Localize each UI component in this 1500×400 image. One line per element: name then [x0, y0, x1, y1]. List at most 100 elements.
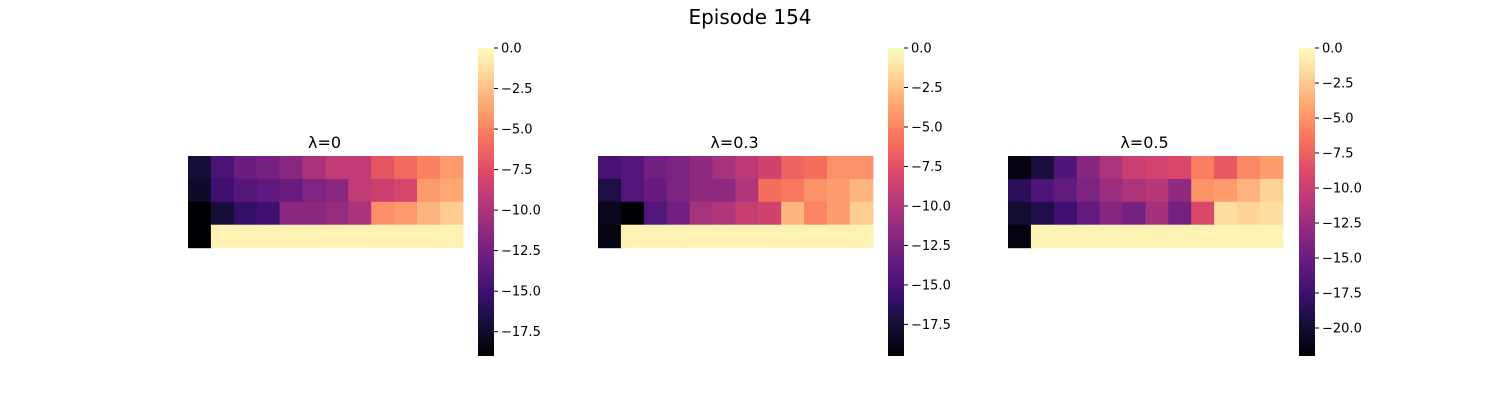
heatmap-cell — [210, 178, 235, 203]
heatmap-cell — [302, 156, 326, 180]
heatmap-cell — [1145, 156, 1169, 180]
colorbar-tick-label: −20.0 — [1322, 322, 1362, 337]
heatmap-cell — [1214, 201, 1238, 226]
heatmap-cells — [1008, 156, 1284, 249]
heatmap-cell — [689, 201, 714, 226]
colorbar-tick-label: −12.5 — [911, 239, 951, 254]
colorbar-gradient — [478, 48, 494, 356]
heatmap-cell — [598, 201, 622, 226]
heatmap-cell — [1214, 224, 1238, 249]
figure-title: Episode 154 — [688, 5, 811, 29]
heatmap-cell — [1214, 178, 1238, 203]
heatmap-cell — [1145, 201, 1169, 226]
heatmap-cell — [758, 201, 782, 226]
heatmap-cell — [188, 156, 212, 180]
heatmap-panel-lambda-0-5: λ=0.5 0.0 −2.5 −5.0 −7.5 −10.0 −12.5 −15.0 −17.… — [1008, 42, 1362, 356]
heatmap-cell — [804, 156, 828, 180]
colorbar-tick-label: −12.5 — [501, 244, 541, 259]
heatmap-panel-lambda-0: λ=0 0.0 −2.5 −5.0 −7.5 −10.0 −12.5 −15.0 −17.5 — [188, 42, 541, 356]
heatmap-cell — [804, 201, 828, 226]
heatmap-cell — [279, 156, 304, 180]
heatmap-cell — [439, 201, 464, 226]
heatmap-cell — [1168, 224, 1192, 249]
heatmap-cell — [1259, 178, 1284, 203]
heatmap-cell — [827, 178, 851, 203]
heatmap-cell — [279, 201, 304, 226]
colorbar-tick-label: −7.5 — [501, 163, 533, 178]
colorbar-tick-label: −5.0 — [911, 120, 943, 135]
colorbar-tick-label: −17.5 — [911, 318, 951, 333]
heatmap-cell — [1145, 178, 1169, 203]
heatmap-cell — [735, 178, 759, 203]
heatmap-cell — [256, 178, 281, 203]
colorbar-tick-label: −10.0 — [1322, 182, 1362, 197]
heatmap-cell — [1237, 156, 1261, 180]
heatmap-cell — [643, 156, 668, 180]
heatmap-cell — [417, 178, 441, 203]
heatmap-cell — [666, 156, 691, 180]
heatmap-cell — [689, 224, 714, 249]
heatmap-cell — [1053, 156, 1078, 180]
heatmap-cell — [1008, 178, 1032, 203]
heatmap-cell — [643, 224, 668, 249]
heatmap-cell — [735, 156, 759, 180]
heatmap-cell — [417, 201, 441, 226]
heatmap-cell — [1099, 224, 1124, 249]
heatmap-cell — [394, 156, 418, 180]
heatmap-cell — [849, 201, 874, 226]
heatmap-cell — [1191, 201, 1215, 226]
heatmap-cell — [1191, 156, 1215, 180]
colorbar-tick-label: 0.0 — [501, 42, 522, 57]
heatmap-cell — [1191, 178, 1215, 203]
heatmap-cell — [1122, 178, 1146, 203]
colorbar-gradient — [888, 48, 904, 356]
heatmap-cell — [781, 201, 805, 226]
heatmap-cell — [325, 224, 349, 249]
heatmap-cell — [439, 178, 464, 203]
heatmap-cell — [439, 156, 464, 180]
heatmap-cell — [712, 224, 736, 249]
heatmap-cell — [417, 156, 441, 180]
heatmap-cell — [1122, 201, 1146, 226]
colorbar-tick-label: −2.5 — [501, 82, 533, 97]
colorbar: 0.0 −2.5 −5.0 −7.5 −10.0 −12.5 −15.0 −17.5 −20.0 — [1299, 42, 1362, 356]
heatmap-cell — [394, 224, 418, 249]
heatmap-cell — [279, 178, 304, 203]
heatmap-cell — [712, 201, 736, 226]
heatmap-cell — [302, 201, 326, 226]
heatmap-cell — [849, 156, 874, 180]
panel-title: λ=0.3 — [710, 133, 758, 152]
heatmap-cell — [394, 201, 418, 226]
heatmap-cell — [210, 224, 235, 249]
heatmap-cell — [1191, 224, 1215, 249]
heatmap-cell — [1099, 156, 1124, 180]
heatmap-cell — [1168, 156, 1192, 180]
heatmap-cell — [1008, 156, 1032, 180]
heatmap-cell — [849, 178, 874, 203]
heatmap-cell — [804, 224, 828, 249]
colorbar-tick-label: −7.5 — [1322, 147, 1354, 162]
heatmap-cell — [1214, 156, 1238, 180]
heatmap-cell — [1076, 201, 1101, 226]
heatmap-cell — [620, 224, 645, 249]
heatmap-cell — [1030, 178, 1055, 203]
heatmap-cell — [735, 224, 759, 249]
heatmap-cell — [758, 156, 782, 180]
heatmap-cell — [302, 224, 326, 249]
heatmap-cell — [348, 156, 372, 180]
heatmap-cell — [256, 224, 281, 249]
heatmap-cell — [233, 224, 258, 249]
heatmap-cell — [827, 201, 851, 226]
heatmap-cell — [620, 201, 645, 226]
heatmap-cell — [781, 156, 805, 180]
colorbar-tick-label: −7.5 — [911, 160, 943, 175]
heatmap-cell — [210, 201, 235, 226]
heatmap-cell — [689, 156, 714, 180]
heatmap-cell — [1099, 178, 1124, 203]
heatmap-cell — [256, 201, 281, 226]
heatmap-cell — [371, 178, 395, 203]
colorbar-tick-label: −2.5 — [911, 81, 943, 96]
heatmap-cell — [1076, 156, 1101, 180]
colorbar: 0.0 −2.5 −5.0 −7.5 −10.0 −12.5 −15.0 −17.5 — [478, 42, 541, 356]
